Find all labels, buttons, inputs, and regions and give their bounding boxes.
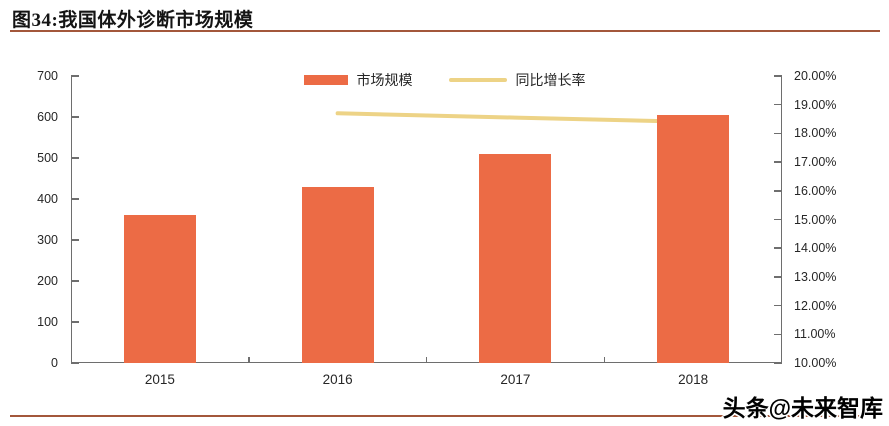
y-axis-right-tick (774, 276, 782, 278)
chart-legend: 市场规模 同比增长率 (0, 70, 889, 90)
bar-2016 (301, 186, 374, 363)
y-axis-right-tick (774, 333, 782, 336)
y-axis-right-label: 17.00% (794, 155, 837, 170)
y-axis-right-tick (774, 218, 782, 221)
legend-item-label: 市场规模 (356, 72, 413, 88)
x-axis-boundary-tick (603, 357, 605, 363)
bar-2018 (657, 115, 730, 363)
legend-bar-swatch (303, 75, 348, 85)
x-axis-boundary-tick (425, 357, 428, 363)
y-axis-left-tick (71, 75, 79, 77)
growth-line (335, 111, 696, 124)
y-axis-left-tick (71, 198, 79, 200)
y-axis-left-tick (71, 116, 79, 118)
y-axis-right-tick (774, 247, 782, 249)
y-axis-right-label: 15.00% (794, 212, 837, 227)
legend-item-line: 同比增长率 (448, 70, 586, 90)
bar-2017 (479, 153, 552, 363)
y-axis-left-tick (71, 239, 79, 241)
growth-line-layer (335, 111, 696, 124)
y-axis-left-label: 400 (37, 192, 58, 206)
y-axis-left-tick (71, 362, 79, 364)
y-axis-left-label: 500 (37, 151, 58, 165)
watermark: 头条@未来智库 (722, 395, 883, 421)
y-axis-right-label: 14.00% (794, 241, 837, 256)
y-axis-left-tick (71, 280, 79, 282)
legend-item-bar: 市场规模 (303, 70, 413, 90)
bar-2015 (123, 215, 196, 363)
x-axis-boundary-tick (248, 357, 250, 363)
y-axis-left-tick (71, 321, 79, 323)
y-axis-right-label: 20.00% (794, 69, 837, 83)
y-axis-right-label: 16.00% (794, 183, 837, 198)
y-axis-left-label: 600 (37, 110, 58, 124)
legend-item-label: 同比增长率 (515, 72, 586, 88)
title-divider (10, 30, 880, 32)
y-axis-right-tick (774, 161, 782, 163)
x-axis-label-2016: 2016 (322, 372, 353, 387)
y-axis-right-tick (774, 75, 782, 77)
x-axis-label-2018: 2018 (678, 372, 709, 387)
y-axis-right-tick (774, 190, 782, 192)
y-axis-left-label: 0 (51, 356, 58, 370)
x-axis-label-2017: 2017 (500, 372, 531, 387)
y-axis-left-label: 700 (37, 69, 58, 83)
legend-line-swatch (448, 78, 507, 82)
y-axis-right-label: 10.00% (794, 356, 837, 370)
y-axis-right-tick (774, 362, 782, 364)
y-axis-right-tick (774, 132, 782, 135)
bottom-divider (10, 415, 880, 417)
y-axis-left-label: 300 (37, 233, 58, 247)
y-axis-right-label: 11.00% (794, 327, 836, 342)
figure-title: 图34:我国体外诊断市场规模 (12, 10, 254, 31)
y-axis-left-label: 200 (37, 274, 58, 288)
y-axis-right-label: 12.00% (794, 298, 837, 313)
y-axis-right-tick (774, 304, 782, 307)
y-axis-right-tick (774, 103, 782, 106)
y-axis-left-tick (71, 157, 79, 159)
y-axis-right-label: 13.00% (794, 269, 837, 284)
x-axis-label-2015: 2015 (144, 372, 175, 387)
y-axis-right-label: 18.00% (794, 126, 837, 141)
y-axis-right-label: 19.00% (794, 97, 837, 112)
y-axis-left-label: 100 (37, 315, 58, 329)
